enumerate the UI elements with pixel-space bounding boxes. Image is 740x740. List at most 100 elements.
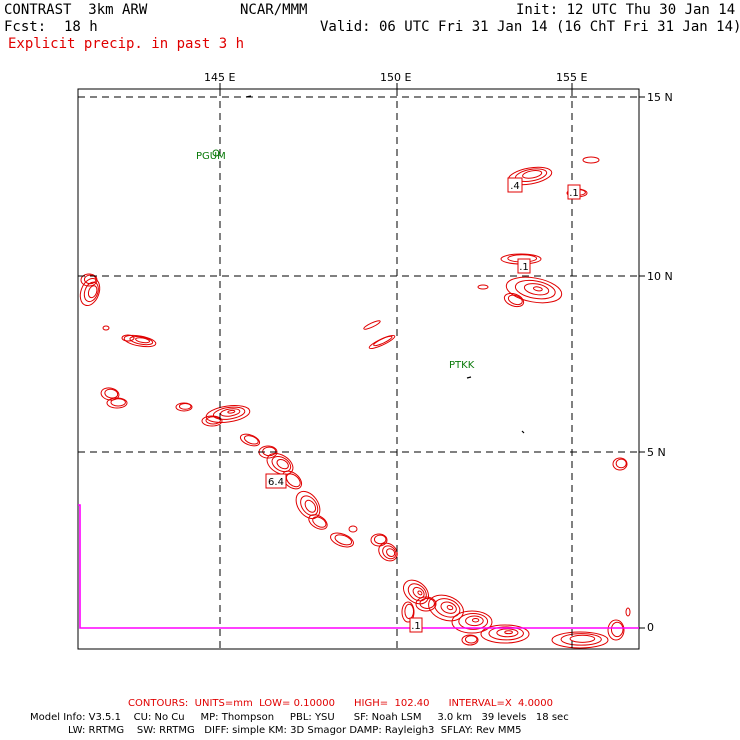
precip-contour [415, 596, 437, 612]
precip-contour [87, 285, 98, 299]
precip-contour [440, 601, 457, 614]
precip-contour [110, 398, 126, 407]
contour-value-label: .4 [507, 177, 523, 193]
valid-time: Valid: 06 UTC Fri 31 Jan 14 (16 ChT Fri … [320, 19, 740, 35]
precip-contour [507, 294, 523, 306]
contour-info: CONTOURS: UNITS=mm LOW= 0.10000 HIGH= 10… [128, 698, 554, 709]
precip-cell [480, 624, 530, 644]
init-time: Init: 12 UTC Thu 30 Jan 14 [516, 2, 736, 18]
forecast-label: Fcst: [4, 19, 47, 35]
precip-contour [308, 514, 328, 530]
precip-contour [488, 626, 524, 641]
precip-contour [106, 397, 128, 409]
precip-contour [304, 499, 317, 513]
precip-contour [80, 273, 98, 287]
precip-cell [582, 156, 600, 164]
precip-cell [205, 405, 251, 423]
precip-cell [612, 457, 628, 471]
precip-contour [428, 594, 464, 622]
precip-cell [201, 415, 223, 427]
precip-contour [607, 619, 625, 641]
precip-contour [434, 598, 461, 618]
boundary-line [78, 504, 639, 629]
precip-cell [428, 594, 464, 622]
model-info-line-1: Model Info: V3.5.1 CU: No Cu MP: Thompso… [30, 712, 569, 723]
forecast-hour: 18 h [64, 19, 98, 35]
precip-contour [300, 495, 319, 516]
precip-cell [308, 514, 328, 530]
precip-contour [79, 277, 101, 307]
precip-contour [373, 534, 387, 545]
precip-contour [281, 470, 303, 490]
precip-cell [503, 292, 525, 308]
precip-cell [80, 273, 98, 287]
precip-contour [610, 621, 624, 638]
precip-contour [104, 388, 119, 399]
precip-contour [312, 516, 327, 528]
precip-cell [363, 320, 381, 330]
station-markers [212, 95, 525, 434]
precip-cell [121, 334, 135, 342]
precip-cell [123, 334, 157, 348]
precip-cell [378, 542, 398, 562]
precip-cell [79, 277, 101, 307]
precip-contours [79, 156, 631, 649]
contour-label-box [265, 473, 287, 489]
contour-label-text: .4 [510, 181, 520, 192]
lon-label-155: 155 E [556, 71, 588, 84]
precip-contour [402, 579, 430, 605]
precip-contour [615, 458, 627, 469]
precip-contour [220, 408, 241, 417]
precip-contour [532, 286, 543, 292]
precip-contour [243, 435, 259, 445]
island-mark [245, 95, 252, 98]
precip-contour [514, 279, 556, 300]
precip-contour [266, 453, 294, 475]
grid-lines [78, 83, 645, 649]
precip-contour [404, 603, 415, 620]
contour-value-label: .1 [567, 184, 581, 200]
precip-contour [330, 532, 354, 548]
map-frame [77, 88, 640, 650]
precip-cell [281, 470, 303, 490]
precip-contour [378, 542, 398, 562]
contour-label-box [409, 617, 423, 633]
precip-contour [227, 409, 236, 414]
lon-label-145: 145 E [204, 71, 236, 84]
precip-contour [123, 334, 157, 348]
precip-contour [386, 548, 396, 558]
precip-cell [348, 525, 358, 533]
island-mark [521, 430, 525, 434]
precip-contour [612, 457, 628, 471]
precip-contour [373, 335, 393, 347]
precip-contour [496, 628, 519, 638]
precip-contour [334, 534, 353, 546]
precip-contour [582, 156, 600, 164]
contour-value-label: .1 [517, 258, 531, 274]
precip-cell [607, 619, 625, 641]
precip-cell [330, 532, 354, 548]
precip-contour [451, 610, 493, 634]
precip-contour [551, 631, 609, 649]
precip-contour [382, 545, 397, 560]
precip-contour [560, 633, 602, 646]
domain-boundary [78, 504, 639, 629]
precip-contour [262, 446, 277, 457]
precip-contour [370, 533, 388, 547]
precip-cell [370, 533, 388, 547]
contour-label-text: .1 [411, 621, 421, 632]
station-marker-ptkk [466, 376, 472, 379]
precip-contour [201, 415, 223, 427]
contour-label-box [507, 177, 523, 193]
precip-contour [178, 403, 192, 410]
precip-contour [569, 634, 596, 643]
precip-contour [129, 336, 154, 346]
contour-label-box [567, 184, 581, 200]
precip-contour [503, 292, 525, 308]
precip-contour [458, 612, 489, 630]
precip-contour [121, 334, 135, 342]
field-title: Explicit precip. in past 3 h [8, 36, 245, 52]
precip-contour [523, 283, 550, 296]
precip-cell [239, 433, 261, 447]
